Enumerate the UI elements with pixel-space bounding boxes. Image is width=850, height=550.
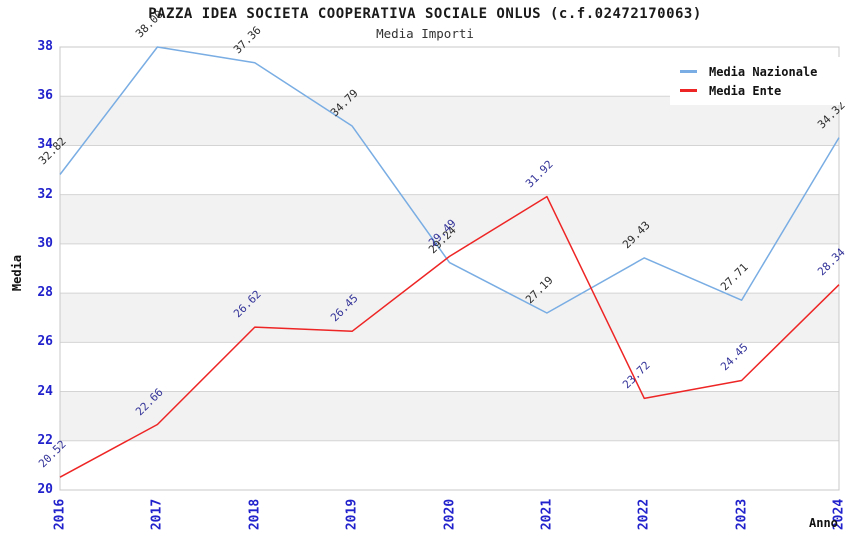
plot-frame [59,46,840,491]
x-tick-label: 2021 [539,498,555,531]
x-axis-title: Anno [809,516,838,530]
legend-line-marker [680,70,697,73]
grid-band-white [60,243,839,294]
y-tick-label: 30 [37,235,53,251]
grid-band-gray [60,293,839,343]
x-tick-label: 2022 [636,498,652,531]
y-tick-label: 36 [37,88,53,104]
series-line-media-nazionale [59,46,840,314]
y-tick-label: 38 [37,39,53,54]
legend: Media Nazionale Media Ente [670,57,840,105]
x-tick-label: 2016 [52,498,68,531]
x-tick-label: 2019 [344,498,360,531]
y-tick-label: 24 [37,383,53,399]
y-tick-label: 22 [37,432,53,448]
x-tick-label: 2018 [247,498,263,531]
x-tick-label: 2017 [149,498,165,531]
y-tick-label: 34 [37,137,53,153]
y-tick-label: 26 [37,334,53,350]
x-tick-label: 2020 [442,498,457,531]
y-tick-label: 32 [37,186,53,202]
y-axis-title: Media [10,254,24,292]
x-tick-label: 2023 [734,498,750,531]
grid-band-white [60,145,839,195]
grid-band-gray [60,194,839,244]
chart-title: PAZZA IDEA SOCIETA COOPERATIVA SOCIALE O… [148,6,702,22]
grid-band-gray [60,391,839,441]
y-tick-label: 28 [37,285,53,301]
legend-item: Media Ente [680,81,836,100]
y-tick-label: 20 [37,482,53,497]
grid-band-white [60,342,839,392]
legend-label: Media Ente [709,83,782,98]
legend-item: Media Nazionale [680,62,836,81]
series-line-media-ente [59,195,840,478]
chart-subtitle: Media Importi [376,26,474,41]
legend-line-marker [680,89,697,92]
legend-label: Media Nazionale [709,64,818,79]
grid-band-white [60,440,839,490]
